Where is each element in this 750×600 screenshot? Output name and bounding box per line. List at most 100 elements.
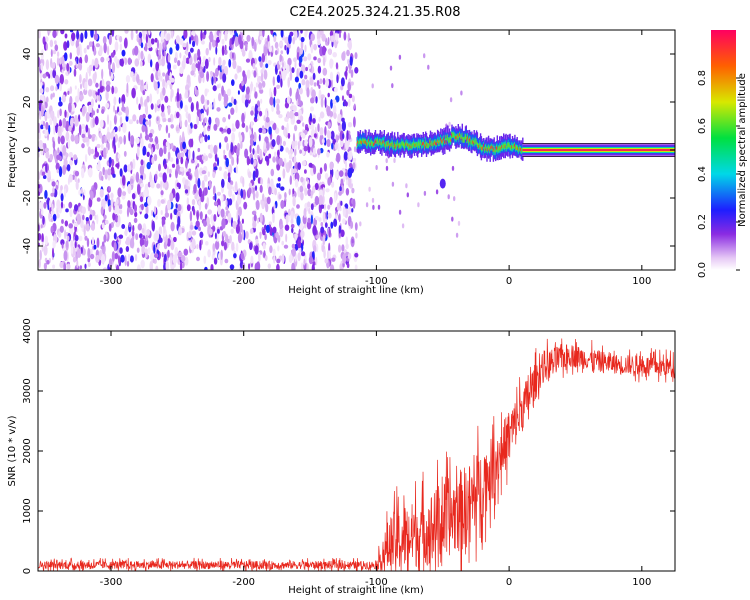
noise-cell <box>391 83 394 89</box>
noise-cell <box>79 94 84 101</box>
noise-cell <box>154 103 157 113</box>
noise-cell <box>303 56 308 62</box>
tone-cell <box>426 142 428 148</box>
noise-cell <box>50 110 54 119</box>
noise-cell <box>91 236 95 246</box>
noise-cell <box>112 173 116 178</box>
noise-cell <box>105 80 111 87</box>
tone-cell <box>500 145 502 150</box>
noise-cell <box>64 33 68 39</box>
noise-cell <box>326 250 329 260</box>
noise-cell <box>68 151 73 158</box>
tone-cell <box>427 143 429 149</box>
noise-cell <box>163 182 167 188</box>
tone-cell <box>476 142 479 147</box>
noise-cell <box>223 49 228 55</box>
noise-cell <box>175 111 180 119</box>
tone-cell <box>358 141 361 145</box>
noise-cell <box>101 68 104 80</box>
noise-cell <box>141 244 146 255</box>
noise-cell <box>289 175 292 186</box>
noise-cell <box>229 38 232 49</box>
noise-cell <box>69 86 73 94</box>
noise-cell <box>219 32 221 41</box>
noise-cell <box>190 138 194 148</box>
noise-cell <box>200 108 205 115</box>
noise-cell <box>217 65 221 71</box>
noise-cell <box>273 96 276 108</box>
noise-cell <box>87 78 93 87</box>
noise-cell <box>66 263 71 270</box>
noise-cell <box>345 243 349 250</box>
noise-cell <box>308 207 311 215</box>
noise-cell <box>167 249 170 258</box>
tone-cell <box>499 146 501 151</box>
noise-cell <box>127 200 131 208</box>
noise-cell <box>123 150 127 157</box>
noise-cell <box>318 217 322 222</box>
noise-cell <box>213 123 218 131</box>
noise-cell <box>155 61 160 72</box>
noise-cell <box>257 106 261 112</box>
noise-cell <box>173 236 177 243</box>
noise-cell <box>259 212 263 224</box>
noise-cell <box>272 76 275 86</box>
y-tick-label: 3000 <box>22 378 33 403</box>
noise-cell <box>333 218 338 227</box>
noise-cell <box>216 84 220 89</box>
noise-cell <box>165 124 169 134</box>
noise-cell <box>299 185 304 193</box>
noise-cell <box>82 106 86 115</box>
noise-cell <box>136 96 139 105</box>
noise-cell <box>173 208 178 215</box>
tone-cell <box>488 146 491 151</box>
noise-cell <box>147 247 151 255</box>
tone-cell <box>369 141 371 147</box>
noise-cell <box>247 158 251 164</box>
noise-cell <box>168 168 172 174</box>
noise-cell <box>305 30 308 36</box>
noise-cell <box>134 58 140 67</box>
noise-cell <box>222 128 227 133</box>
noise-cell <box>311 89 316 100</box>
tone-cell <box>506 145 508 149</box>
noise-cell <box>62 63 67 69</box>
x-tick-label: -300 <box>100 276 123 287</box>
noise-cell <box>45 150 50 159</box>
noise-cell <box>305 66 308 72</box>
noise-cell <box>177 203 182 212</box>
noise-cell <box>133 217 138 223</box>
noise-cell <box>278 144 281 150</box>
noise-cell <box>314 195 320 206</box>
noise-cell <box>246 34 251 42</box>
noise-cell <box>45 59 50 71</box>
noise-cell <box>97 160 101 167</box>
noise-cell <box>208 116 212 126</box>
noise-cell <box>195 89 199 97</box>
noise-cell <box>188 96 193 103</box>
noise-cell <box>294 60 297 69</box>
noise-cell <box>170 221 175 232</box>
noise-cell <box>216 107 221 112</box>
noise-cell <box>57 135 61 145</box>
noise-cell <box>84 263 87 269</box>
noise-cell <box>219 142 222 150</box>
noise-cell <box>451 216 454 222</box>
noise-cell <box>218 93 222 102</box>
x-tick-label: -100 <box>365 577 388 588</box>
noise-cell <box>71 127 74 135</box>
noise-cell <box>212 171 216 179</box>
noise-cell <box>279 224 284 229</box>
noise-cell <box>54 44 59 52</box>
noise-cell <box>316 30 321 41</box>
noise-cell <box>49 199 52 209</box>
noise-cell <box>174 253 178 259</box>
noise-cell <box>95 254 100 263</box>
noise-cell <box>289 71 293 81</box>
noise-cell <box>239 134 243 144</box>
noise-cell <box>230 96 234 104</box>
tone-cell <box>367 140 369 145</box>
noise-cell <box>223 149 226 155</box>
tone-cell <box>399 144 401 149</box>
noise-cell <box>47 30 51 34</box>
